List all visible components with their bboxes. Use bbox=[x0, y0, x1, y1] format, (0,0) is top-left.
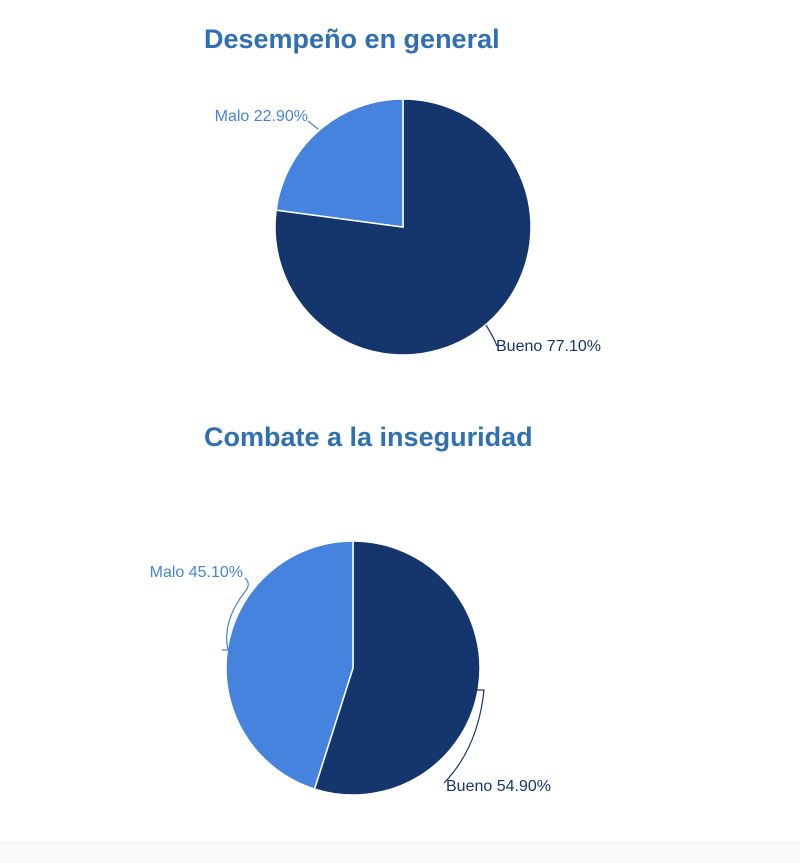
chart-title-desempeno: Desempeño en general bbox=[204, 24, 500, 54]
label-leader-line-bueno bbox=[485, 324, 498, 347]
pie-slice-bueno[interactable] bbox=[313, 540, 481, 796]
slice-label-bueno: Bueno 77.10% bbox=[496, 338, 601, 355]
slice-label-malo: Malo 22.90% bbox=[215, 108, 308, 125]
chart-title-combate: Combate a la inseguridad bbox=[204, 422, 533, 452]
slice-label-malo: Malo 45.10% bbox=[150, 564, 243, 581]
slice-label-bueno: Bueno 54.90% bbox=[446, 778, 551, 795]
page-footer-band bbox=[0, 842, 800, 863]
pie-slice-malo[interactable] bbox=[275, 98, 404, 228]
label-leader-line-malo bbox=[222, 577, 249, 651]
pie-slice-bueno[interactable] bbox=[274, 98, 532, 356]
pie-chart-combate: Bueno 54.90% Malo 45.10% bbox=[150, 540, 551, 796]
label-leader-line-malo bbox=[307, 120, 319, 130]
label-leader-line-bueno bbox=[443, 689, 485, 784]
pie-chart-desempeno: Bueno 77.10% Malo 22.90% bbox=[215, 98, 601, 356]
